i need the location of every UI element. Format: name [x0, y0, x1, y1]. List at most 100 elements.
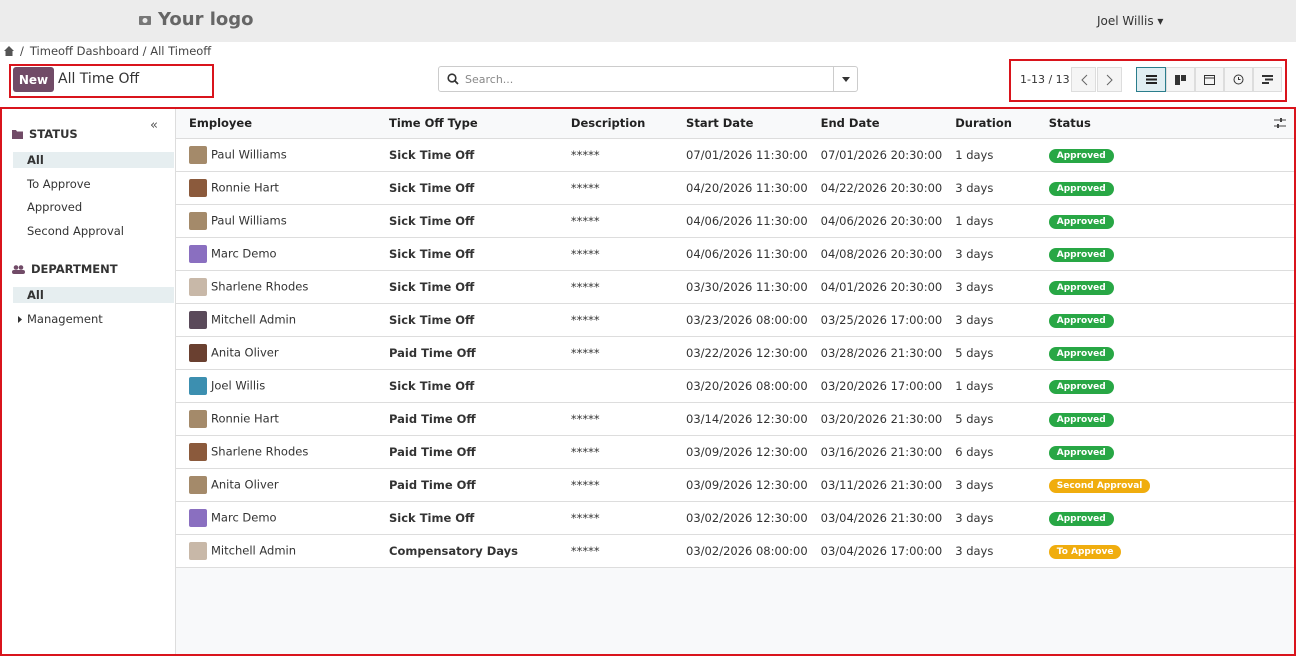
next-button[interactable] — [1097, 67, 1122, 92]
department-heading: DEPARTMENT — [12, 262, 118, 276]
prev-button[interactable] — [1071, 67, 1096, 92]
avatar — [189, 277, 207, 296]
cell: Sick Time Off — [376, 138, 558, 172]
status-badge: Approved — [1048, 313, 1114, 328]
data-row[interactable]: Sharlene Rhodes Sick Time Off ***** 03/30/2… — [176, 270, 1294, 304]
data-row[interactable]: Ronnie Hart Paid Time Off ***** 03/14/2026 … — [176, 402, 1294, 436]
header-row: Employee Time Off Type Description Start Da… — [176, 109, 1294, 139]
filter-item[interactable]: Second Approval — [27, 223, 125, 238]
gantt-icon — [1262, 75, 1273, 84]
kanban-view-button[interactable] — [1166, 67, 1195, 92]
filter-item[interactable]: Approved — [27, 200, 83, 214]
data-row[interactable]: Mitchell Admin Sick Time Off ***** 03/23/20… — [176, 303, 1294, 337]
status-badge: Approved — [1048, 280, 1114, 295]
column-header[interactable]: Description — [557, 109, 674, 139]
cell: Approved — [1035, 138, 1294, 172]
data-row[interactable]: Sharlene Rhodes Paid Time Off ***** 03/09/2… — [176, 435, 1294, 469]
employee-name: Paul Williams — [211, 213, 287, 227]
cell: Mitchell Admin — [176, 303, 377, 337]
cell: Approved — [1035, 369, 1294, 403]
user-menu[interactable]: Joel Willis ▾ — [1097, 14, 1164, 28]
gantt-view-button[interactable] — [1253, 67, 1282, 92]
column-header[interactable]: Employee — [176, 109, 377, 139]
calendar-view-button[interactable] — [1195, 67, 1224, 92]
avatar — [189, 244, 207, 263]
collapse-sidebar[interactable]: « — [150, 118, 158, 133]
cell: 03/20/2026 08:00:00 — [673, 369, 808, 403]
search-box[interactable]: Search... — [438, 66, 858, 92]
cell: 03/23/2026 08:00:00 — [673, 303, 808, 337]
breadcrumb-path[interactable]: Timeoff Dashboard / All Timeoff — [29, 44, 212, 58]
cell: Sick Time Off — [376, 204, 558, 238]
employee-name: Ronnie Hart — [211, 180, 279, 194]
avatar — [189, 310, 207, 329]
data-row[interactable]: Paul Williams Sick Time Off ***** 07/01/202… — [176, 138, 1294, 172]
column-header[interactable]: Status — [1035, 109, 1294, 139]
list-view-button[interactable] — [1136, 67, 1166, 92]
optional-columns[interactable] — [1274, 117, 1286, 129]
cell: 5 days — [942, 336, 1036, 370]
cell: Anita Oliver — [176, 468, 377, 502]
cell: Sharlene Rhodes — [176, 435, 377, 469]
cell: 3 days — [942, 501, 1036, 535]
filter-item[interactable]: To Approve — [27, 176, 91, 191]
data-row[interactable]: Marc Demo Sick Time Off ***** 03/02/2026 12… — [176, 501, 1294, 535]
search-dropdown[interactable] — [833, 67, 857, 91]
cell: 1 days — [942, 369, 1036, 403]
activity-view-button[interactable] — [1224, 67, 1253, 92]
highlight-box — [0, 107, 1296, 656]
cell: Approved — [1035, 303, 1294, 337]
cell: 03/09/2026 12:30:00 — [673, 468, 808, 502]
data-row[interactable]: Paul Williams Sick Time Off ***** 04/06/202… — [176, 204, 1294, 238]
cell: 5 days — [942, 402, 1036, 436]
filter-item[interactable]: Management — [13, 311, 174, 327]
data-row[interactable]: Ronnie Hart Sick Time Off ***** 04/20/2026 … — [176, 171, 1294, 205]
cell: 03/14/2026 12:30:00 — [673, 402, 808, 436]
employee-name: Ronnie Hart — [211, 411, 279, 425]
cell: 03/11/2026 21:30:00 — [807, 468, 943, 502]
cell: Sick Time Off — [376, 369, 558, 403]
cell: Anita Oliver — [176, 336, 377, 370]
avatar — [189, 376, 207, 395]
kanban-icon — [1175, 74, 1186, 85]
data-row[interactable]: Anita Oliver Paid Time Off ***** 03/22/2026… — [176, 336, 1294, 370]
cell: Sick Time Off — [376, 237, 558, 271]
data-row[interactable]: Joel Willis Sick Time Off 03/20/2026 08:00… — [176, 369, 1294, 403]
breadcrumb: / Timeoff Dashboard / All Timeoff — [4, 44, 211, 58]
cell — [557, 369, 674, 403]
filter-item[interactable]: All — [13, 287, 174, 303]
home-icon[interactable] — [4, 46, 14, 56]
expand-caret[interactable] — [18, 315, 22, 323]
cell: 03/22/2026 12:30:00 — [673, 336, 808, 370]
data-row[interactable]: Mitchell Admin Compensatory Days ***** 03/0… — [176, 534, 1294, 568]
cell: 03/20/2026 21:30:00 — [807, 402, 943, 436]
highlight-box — [9, 64, 214, 98]
cell: Paid Time Off — [376, 435, 558, 469]
cell: Sharlene Rhodes — [176, 270, 377, 304]
data-row[interactable]: Anita Oliver Paid Time Off ***** 03/09/2026… — [176, 468, 1294, 502]
avatar — [189, 442, 207, 461]
column-header[interactable]: Time Off Type — [376, 109, 558, 139]
logo[interactable]: Your logo — [138, 9, 254, 30]
employee-name: Marc Demo — [211, 246, 277, 260]
cell: 3 days — [942, 270, 1036, 304]
cell: ***** — [557, 303, 674, 337]
cell: 04/06/2026 11:30:00 — [673, 237, 808, 271]
column-header[interactable]: Duration — [942, 109, 1036, 139]
column-header[interactable]: End Date — [807, 109, 943, 139]
avatar — [189, 211, 207, 230]
column-header[interactable]: Start Date — [673, 109, 808, 139]
cell: 6 days — [942, 435, 1036, 469]
filter-item[interactable]: All — [13, 152, 174, 168]
cell: 3 days — [942, 171, 1036, 205]
cell: ***** — [557, 402, 674, 436]
status-badge: Approved — [1048, 445, 1114, 460]
employee-name: Joel Willis — [211, 378, 266, 392]
navbar — [0, 0, 1296, 42]
cell: Ronnie Hart — [176, 171, 377, 205]
new-button[interactable]: New — [13, 67, 54, 92]
cell: Mitchell Admin — [176, 534, 377, 568]
cell: 3 days — [942, 303, 1036, 337]
data-row[interactable]: Marc Demo Sick Time Off ***** 04/06/2026 11… — [176, 237, 1294, 271]
pager[interactable]: 1-13 / 13 — [1020, 73, 1070, 86]
